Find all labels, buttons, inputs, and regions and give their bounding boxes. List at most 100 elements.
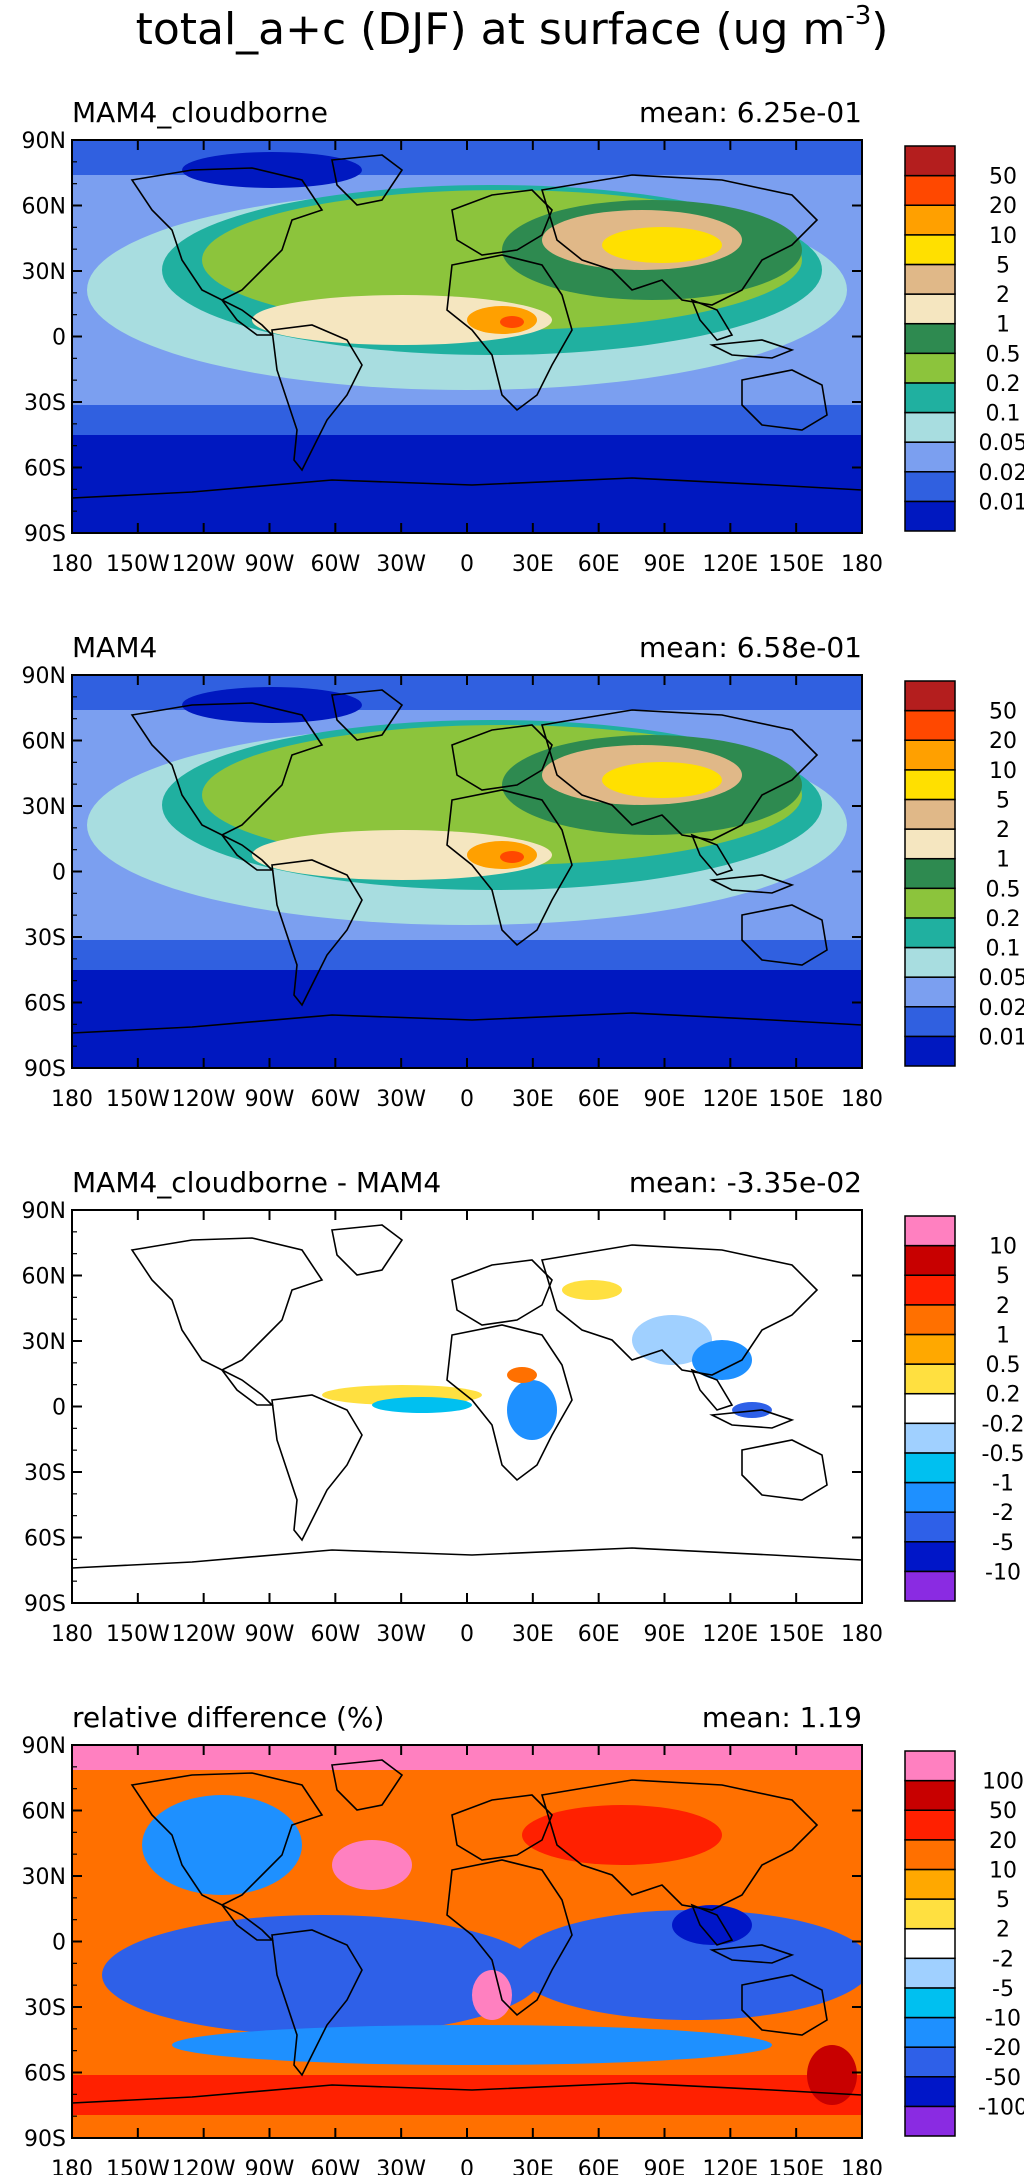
lat-tick-label: 0 (52, 861, 66, 886)
colorbar-label: 0.02 (979, 461, 1024, 486)
colorbar-label: 5 (996, 1264, 1010, 1289)
colorbar-label: -0.5 (982, 1442, 1024, 1467)
lon-tick-label: 60W (310, 552, 360, 577)
colorbar-swatch (904, 1274, 956, 1306)
colorbar-label: 20 (989, 729, 1017, 754)
colorbar-label: 0.2 (986, 907, 1021, 932)
colorbar-swatch (904, 471, 956, 503)
panels: MAM4_cloudborne mean: 6.25e-01 90N 60N 30N 0 3… (22, 96, 1024, 2175)
colorbar-swatch (904, 680, 956, 712)
lon-tick-label: 60E (578, 552, 620, 577)
colorbar-label: -1 (992, 1472, 1014, 1497)
lon-tick-label: 0 (460, 1622, 474, 1647)
colorbar-swatch (904, 857, 956, 890)
lat-tick-label: 90S (24, 1057, 66, 1082)
map-panel: MAM4_cloudborne mean: 6.25e-01 90N 60N 30N 0 3… (22, 96, 1024, 577)
lon-tick-label: 30W (376, 552, 426, 577)
colorbar-label: 10 (989, 1858, 1017, 1883)
colorbar-swatch (904, 1244, 956, 1276)
map-field (72, 1745, 862, 2138)
colorbar-swatch (904, 1363, 956, 1395)
colorbar-swatch (904, 1452, 956, 1484)
colorbar-swatch (904, 2076, 956, 2108)
lon-tick-label: 180 (841, 1087, 883, 1112)
colorbar-label: -10 (985, 1560, 1021, 1585)
map-panel: MAM4 mean: 6.58e-01 90N 60N 30N 0 30S 60S 90S 180… (22, 631, 1024, 1112)
colorbar-label: 0.05 (979, 966, 1024, 991)
lon-tick-label: 120E (702, 552, 758, 577)
colorbar-swatch (904, 1006, 956, 1038)
lon-tick-label: 0 (460, 2157, 474, 2175)
colorbar-label: 100 (982, 1770, 1024, 1795)
lon-tick-label: 150W (106, 1087, 170, 1112)
colorbar-swatch (904, 263, 956, 295)
map-field (72, 140, 862, 533)
lon-tick-label: 150W (106, 2157, 170, 2175)
colorbar-label: 2 (996, 1294, 1010, 1319)
colorbar: 0.01 0.02 0.05 0.1 0.2 0.5 1 2 5 10 20 50 (904, 145, 1024, 532)
lat-tick-label: 60S (24, 1527, 66, 1552)
lon-tick-label: 60E (578, 1087, 620, 1112)
colorbar-swatch (904, 1809, 956, 1841)
colorbar-swatch (904, 1898, 956, 1930)
lon-tick-label: 150E (768, 1087, 824, 1112)
colorbar-swatch (904, 382, 956, 414)
colorbar-swatch (904, 1987, 956, 2019)
colorbar-label: -20 (985, 2036, 1021, 2061)
colorbar-swatch (904, 1868, 956, 1900)
colorbar-label: 0.1 (986, 937, 1021, 962)
lon-tick-label: 90E (644, 1622, 686, 1647)
colorbar: -100 -50 -20 -10 -5 -2 2 5 10 20 50 100 (904, 1750, 1024, 2137)
colorbar-label: 10 (989, 759, 1017, 784)
colorbar-label: 50 (989, 1799, 1017, 1824)
lat-tick-label: 60N (22, 1800, 66, 1825)
panel-mean: mean: 6.58e-01 (639, 631, 862, 664)
colorbar-swatch (904, 1839, 956, 1871)
lon-tick-label: 120W (172, 1622, 236, 1647)
colorbar-label: 2 (996, 1918, 1010, 1943)
colorbar-swatch (904, 1215, 956, 1247)
lon-tick-label: 30E (512, 552, 554, 577)
colorbar-swatch (904, 1035, 956, 1067)
colorbar-swatch (904, 441, 956, 473)
lon-tick-label: 150E (768, 552, 824, 577)
lon-tick-label: 150E (768, 1622, 824, 1647)
lon-tick-label: 30W (376, 1087, 426, 1112)
lon-tick-label: 0 (460, 552, 474, 577)
colorbar-label: -2 (992, 1947, 1014, 1972)
lon-tick-label: 90W (245, 1087, 295, 1112)
lat-tick-label: 30N (22, 795, 66, 820)
lon-tick-label: 60E (578, 2157, 620, 2175)
lon-tick-label: 180 (841, 2157, 883, 2175)
colorbar-swatch (904, 1779, 956, 1811)
colorbar-label: 10 (989, 1235, 1017, 1260)
map-panel: MAM4_cloudborne - MAM4 mean: -3.35e-02 90N… (22, 1166, 1024, 1647)
colorbar-swatch (904, 1570, 956, 1602)
lat-tick-label: 90N (22, 1734, 66, 1759)
colorbar-swatch (904, 917, 956, 949)
colorbar-label: 5 (996, 1888, 1010, 1913)
colorbar-swatch (904, 293, 956, 325)
colorbar-label: 0.1 (986, 402, 1021, 427)
lat-tick-label: 30N (22, 260, 66, 285)
colorbar-swatch (904, 411, 956, 443)
colorbar-label: 0.02 (979, 996, 1024, 1021)
lon-tick-label: 60W (310, 2157, 360, 2175)
colorbar-swatch (904, 174, 956, 206)
colorbar-swatch (904, 2046, 956, 2078)
panel-label: MAM4_cloudborne (72, 96, 328, 129)
lon-tick-label: 30W (376, 1622, 426, 1647)
lon-tick-label: 120W (172, 552, 236, 577)
lon-tick-label: 90W (245, 2157, 295, 2175)
lon-tick-label: 60E (578, 1622, 620, 1647)
colorbar-swatch (904, 2016, 956, 2048)
colorbar-swatch (904, 1957, 956, 1989)
colorbar-label: -5 (992, 1977, 1014, 2002)
colorbar-label: 20 (989, 1829, 1017, 1854)
colorbar-label: 0.2 (986, 372, 1021, 397)
panel-label: MAM4_cloudborne - MAM4 (72, 1166, 441, 1199)
lon-tick-label: 60W (310, 1087, 360, 1112)
colorbar-label: 20 (989, 194, 1017, 219)
colorbar-label: 2 (996, 818, 1010, 843)
